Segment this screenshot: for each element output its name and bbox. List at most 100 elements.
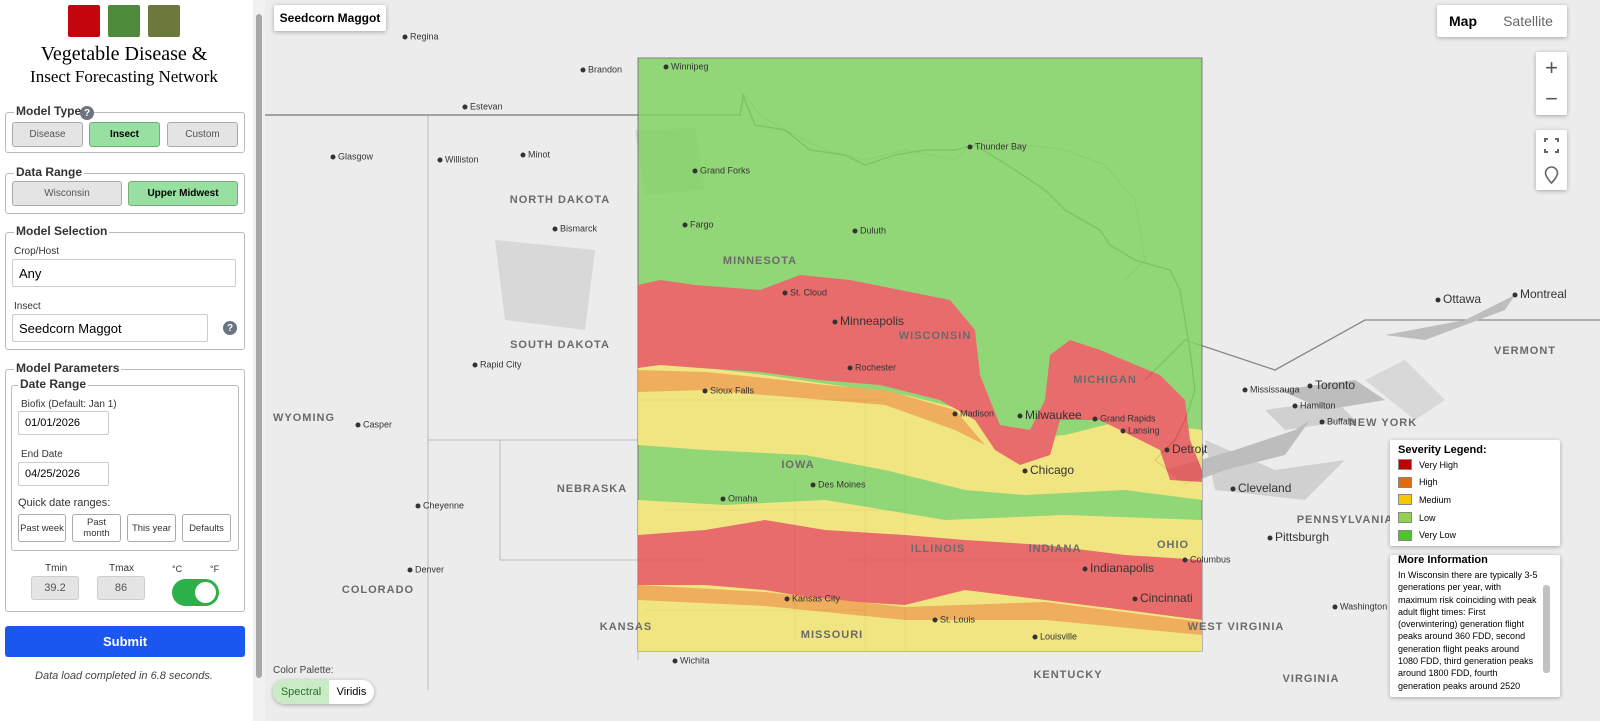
scroll-thumb[interactable] — [256, 14, 262, 678]
place-dot — [720, 496, 726, 502]
map-button[interactable]: Map — [1449, 13, 1477, 29]
map[interactable]: Winnipeg Regina Brandon Estevan Minot Willist… — [265, 0, 1600, 721]
disease-button[interactable]: Disease — [12, 122, 83, 147]
place-dot — [967, 144, 973, 150]
state-label: ILLINOIS — [911, 543, 965, 555]
insect-input[interactable]: Seedcorn Maggot — [12, 314, 208, 342]
place-dot — [407, 567, 413, 573]
place-dot — [1017, 413, 1023, 419]
place-dot — [1307, 383, 1313, 389]
heatmap — [637, 57, 1203, 652]
place-dot — [552, 226, 558, 232]
city-label: Detroit — [1172, 442, 1208, 456]
tmin-value: 39.2 — [31, 576, 79, 600]
crop-label: Crop/Host — [14, 246, 60, 257]
unit-toggle[interactable] — [172, 579, 219, 606]
place-dot — [702, 388, 708, 394]
quick-button[interactable]: Defaults — [182, 514, 231, 542]
city-label: Madison — [960, 408, 994, 418]
state-label: COLORADO — [342, 584, 414, 596]
place-dot — [520, 152, 526, 158]
quick-button[interactable]: Past week — [18, 514, 66, 542]
state-label: SOUTH DAKOTA — [510, 339, 610, 351]
city-label: Des Moines — [818, 479, 866, 489]
place-dot — [1120, 428, 1126, 434]
legend-swatch — [1398, 476, 1412, 488]
legend-label: Very Low — [1419, 530, 1457, 541]
fullscreen-button[interactable] — [1544, 138, 1559, 153]
spectral-button[interactable]: Spectral — [273, 680, 329, 704]
location-button[interactable] — [1544, 166, 1559, 185]
city-label: Chicago — [1030, 463, 1074, 477]
city-label: Estevan — [470, 101, 503, 111]
place-dot — [415, 503, 421, 509]
insect-label: Insect — [14, 301, 41, 312]
city-label: Glasgow — [338, 151, 374, 161]
city-label: Minot — [528, 149, 551, 159]
city-label: Wichita — [680, 655, 710, 665]
quick-button[interactable]: Past month — [72, 514, 121, 542]
model-type-box: Model Type ? Disease Insect Custom — [5, 104, 245, 153]
viridis-button[interactable]: Viridis — [336, 686, 367, 698]
end-date-input[interactable]: 04/25/2026 — [18, 462, 109, 486]
upper-midwest-button[interactable]: Upper Midwest — [128, 181, 238, 206]
state-label: VIRGINIA — [1283, 673, 1340, 685]
scrollbar[interactable] — [253, 0, 265, 721]
legend: Model Selection — [14, 224, 110, 238]
place-dot — [1435, 297, 1441, 303]
city-label: Washington — [1340, 601, 1387, 611]
place-dot — [1032, 634, 1038, 640]
place-dot — [832, 319, 838, 325]
place-dot — [437, 157, 443, 163]
city-label: Pittsburgh — [1275, 530, 1329, 544]
end-date-label: End Date — [21, 449, 63, 460]
state-label: WISCONSIN — [899, 330, 972, 342]
city-label: St. Louis — [940, 614, 976, 624]
city-label: Minneapolis — [840, 314, 904, 328]
place-dot — [810, 482, 816, 488]
city-label: Brandon — [588, 64, 622, 74]
toggle-knob — [195, 582, 216, 603]
place-dot — [1242, 387, 1248, 393]
info-scroll-thumb[interactable] — [1543, 585, 1550, 673]
city-label: Buffalo — [1327, 416, 1355, 426]
zoom-out[interactable]: − — [1545, 85, 1558, 111]
heat-red — [638, 275, 1202, 482]
custom-button[interactable]: Custom — [167, 122, 238, 147]
map-title: Seedcorn Maggot — [274, 5, 386, 31]
satellite-button[interactable]: Satellite — [1503, 13, 1553, 29]
city-label: Toronto — [1315, 378, 1355, 392]
place-dot — [1267, 535, 1273, 541]
city-label: Thunder Bay — [975, 141, 1027, 151]
city-label: Montreal — [1520, 287, 1567, 301]
state-label: IOWA — [781, 459, 814, 471]
model-parameters-box: Model Parameters Date Range Biofix (Defa… — [5, 361, 245, 612]
biofix-input[interactable]: 01/01/2026 — [18, 411, 109, 435]
city-label: Casper — [363, 419, 392, 429]
help-icon[interactable]: ? — [223, 321, 237, 335]
quick-button[interactable]: This year — [127, 514, 176, 542]
legend-label: Medium — [1419, 494, 1452, 505]
place-dot — [932, 617, 938, 623]
place-dot — [355, 422, 361, 428]
legend-label: Very High — [1419, 459, 1459, 470]
city-label: Rochester — [855, 362, 896, 372]
place-dot — [692, 168, 698, 174]
severity-legend: Severity Legend: Very High High Medium Low V… — [1390, 440, 1560, 546]
heat-orange — [638, 370, 985, 445]
map-tools — [1536, 130, 1567, 190]
wisconsin-button[interactable]: Wisconsin — [12, 181, 122, 206]
city-label: Winnipeg — [671, 61, 709, 71]
zoom-in[interactable]: + — [1545, 54, 1558, 80]
legend-item: High — [1398, 474, 1552, 492]
insect-button[interactable]: Insect — [89, 122, 160, 147]
help-icon[interactable]: ? — [80, 106, 94, 120]
submit-button[interactable]: Submit — [5, 626, 245, 657]
more-info-text: In Wisconsin there are typically 3-5 gen… — [1398, 570, 1538, 691]
legend-label: High — [1419, 477, 1438, 488]
crop-input[interactable]: Any — [12, 259, 236, 287]
legend-label: Low — [1419, 512, 1436, 523]
palette-label: Color Palette: — [273, 665, 334, 676]
logo-insect — [148, 5, 180, 37]
